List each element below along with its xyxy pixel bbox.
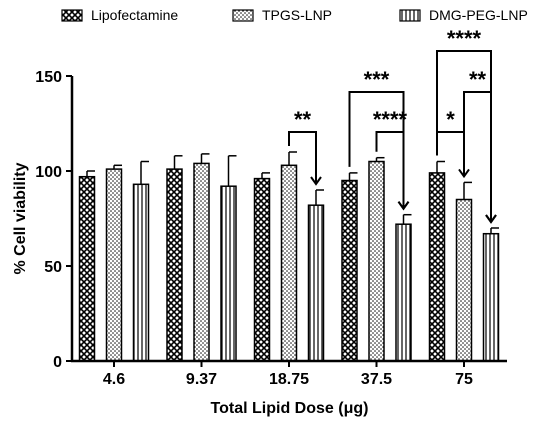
bar-dmg-peg-lnp-75 [482,232,500,362]
bar-lipofectamine-18-75 [253,177,271,362]
legend-label-dmg-peg-lnp: DMG-PEG-LNP [429,7,528,23]
x-tick-label-18-75: 18.75 [269,371,309,388]
significance-18-75-tpgs-lnp-vs-dmg-peg-lnp-arrowhead [310,176,322,186]
x-axis-title: Total Lipid Dose (μg) [211,400,369,417]
significance-75-lipofectamine-vs-dmg-peg-lnp-label: **** [447,26,482,51]
significance-annotations: **************** [288,26,497,224]
significance-75-tpgs-lnp-vs-dmg-peg-lnp-arrowhead [485,214,497,224]
legend-label-tpgs-lnp: TPGS-LNP [262,7,332,23]
y-tick-label-0: 0 [53,354,62,371]
bar-tpgs-lnp-4-6 [105,168,123,362]
significance-37-5-tpgs-lnp-vs-dmg-peg-lnp-bracket [375,131,405,207]
bar-tpgs-lnp-9-37 [193,162,210,362]
bar-lipofectamine-9-37 [166,168,183,362]
y-tick-label-100: 100 [35,164,62,181]
bar-dmg-peg-lnp-9-37 [220,185,237,362]
bar-tpgs-lnp-37-5 [368,160,385,362]
y-tick-label-50: 50 [44,259,62,276]
bar-dmg-peg-lnp-4-6 [132,183,150,362]
bar-tpgs-lnp-75 [455,198,473,362]
significance-75-lipofectamine-vs-tpgs-lnp-label: * [446,107,455,132]
axes: 0 50 100 150 4.6 9.37 18.75 37.5 75 Total Lipid D… [12,69,507,417]
x-tick-label-75: 75 [455,371,473,388]
significance-18-75-tpgs-lnp-vs-dmg-peg-lnp-label: ** [294,107,312,132]
bar-lipofectamine-37-5 [341,179,358,362]
bars [78,151,500,362]
significance-18-75-tpgs-lnp-vs-dmg-peg-lnp-bracket [288,131,317,182]
bar-lipofectamine-4-6 [78,175,96,362]
significance-75-tpgs-lnp-vs-dmg-peg-lnp-label: ** [469,67,487,92]
legend-swatch-tpgs-lnp [232,9,254,22]
legend-swatch-dmg-peg-lnp [399,9,421,22]
significance-37-5-tpgs-lnp-vs-dmg-peg-lnp-arrowhead [397,201,410,211]
significance-37-5-tpgs-lnp-vs-dmg-peg-lnp-label: **** [373,107,408,132]
significance-37-5-lipofectamine-vs-dmg-peg-lnp-label: *** [364,67,390,92]
y-axis-title: % Cell viability [12,162,29,274]
legend-label-lipofectamine: Lipofectamine [91,7,178,23]
legend-swatch-lipofectamine [61,9,83,22]
bar-dmg-peg-lnp-37-5 [395,223,412,362]
bar-tpgs-lnp-18-75 [280,164,298,362]
x-tick-label-9-37: 9.37 [186,371,217,388]
bar-lipofectamine-75 [428,172,446,362]
x-tick-label-37-5: 37.5 [361,371,392,388]
legend: Lipofectamine TPGS-LNP DMG-PEG-LNP [61,7,528,23]
x-tick-label-4-6: 4.6 [103,371,125,388]
significance-75-lipofectamine-vs-tpgs-lnp-bracket [436,131,465,175]
significance-75-lipofectamine-vs-tpgs-lnp-arrowhead [458,168,470,179]
bar-dmg-peg-lnp-18-75 [307,204,325,362]
y-tick-label-150: 150 [35,69,62,86]
